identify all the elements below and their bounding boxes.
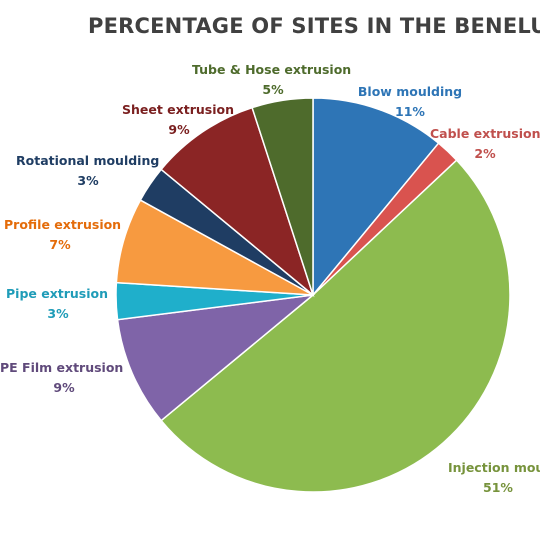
slice-label-name: Injection moulding bbox=[448, 460, 540, 475]
slice-label-name: Cable extrusion bbox=[430, 126, 540, 141]
slice-label-name: Tube & Hose extrusion bbox=[192, 62, 351, 77]
slice-label-name: Rotational moulding bbox=[16, 153, 159, 168]
slice-label-name: Sheet extrusion bbox=[122, 102, 234, 117]
slice-label-name: Pipe extrusion bbox=[6, 286, 108, 301]
pie-slice-injection-moulding bbox=[160, 159, 511, 493]
slice-label-name: Blow moulding bbox=[358, 84, 462, 99]
slice-label-name: Profile extrusion bbox=[4, 217, 121, 232]
pie-slice-pe-film-extrusion bbox=[116, 293, 316, 422]
pie-slice-tube-hose-extrusion bbox=[251, 97, 314, 296]
chart-title: PERCENTAGE OF SITES IN THE BENELUX bbox=[88, 14, 540, 38]
slice-label-percent: 7% bbox=[49, 237, 71, 252]
slice-label-percent: 3% bbox=[47, 306, 69, 321]
pie-slice-blow-moulding bbox=[312, 97, 440, 298]
slice-label-percent: 5% bbox=[262, 82, 284, 97]
slice-label-percent: 3% bbox=[77, 173, 99, 188]
data-labels: Blow moulding 11% Cable extrusion 2% Injecti… bbox=[0, 62, 540, 495]
slice-label-percent: 9% bbox=[168, 122, 190, 137]
slice-label-percent: 51% bbox=[483, 480, 513, 495]
slice-label-percent: 9% bbox=[53, 380, 75, 395]
pie-slices bbox=[115, 97, 511, 493]
pie-slice-sheet-extrusion bbox=[160, 106, 315, 298]
slice-label-name: PE Film extrusion bbox=[0, 360, 123, 375]
slice-label-percent: 11% bbox=[395, 104, 425, 119]
slice-label-percent: 2% bbox=[474, 146, 496, 161]
